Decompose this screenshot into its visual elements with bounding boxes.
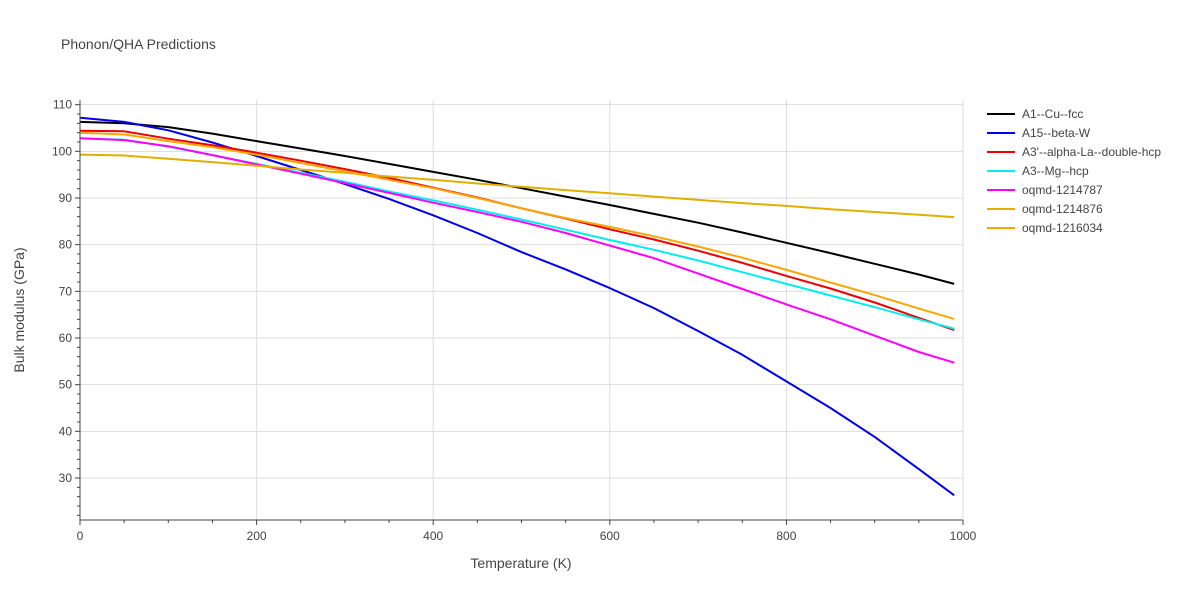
x-tick-label: 1000 xyxy=(950,529,977,543)
series-line-1 xyxy=(79,116,955,497)
y-tick-label: 30 xyxy=(59,471,73,485)
legend-label-3[interactable]: A3--Mg--hcp xyxy=(1022,164,1089,178)
chart-title: Phonon/QHA Predictions xyxy=(61,36,216,52)
legend-label-2[interactable]: A3'--alpha-La--double-hcp xyxy=(1022,145,1161,159)
y-axis-title: Bulk modulus (GPa) xyxy=(11,247,27,372)
x-tick-label: 200 xyxy=(247,529,267,543)
x-tick-label: 800 xyxy=(776,529,796,543)
legend-label-4[interactable]: oqmd-1214787 xyxy=(1022,183,1103,197)
y-tick-label: 90 xyxy=(59,191,73,205)
series-line-5 xyxy=(79,153,955,219)
series-line-6 xyxy=(79,131,955,320)
legend: A1--Cu--fcc A15--beta-W A3'--alpha-La--dou… xyxy=(987,107,1161,235)
y-tick-label: 100 xyxy=(52,144,72,158)
y-tick-label: 40 xyxy=(59,424,73,438)
y-tick-label: 70 xyxy=(59,284,73,298)
y-tick-label: 80 xyxy=(59,238,73,252)
x-tick-label: 400 xyxy=(423,529,443,543)
y-tick-label: 50 xyxy=(59,378,73,392)
x-tick-label: 0 xyxy=(77,529,84,543)
legend-label-6[interactable]: oqmd-1216034 xyxy=(1022,221,1103,235)
series-layer xyxy=(79,116,955,497)
axes: 0 200 400 600 800 1000 30 40 50 60 70 80 90 100 110 xyxy=(52,98,977,543)
legend-label-1[interactable]: A15--beta-W xyxy=(1022,126,1091,140)
series-line-3 xyxy=(79,137,955,330)
series-line-2 xyxy=(79,129,955,332)
y-tick-label: 110 xyxy=(53,98,72,112)
series-line-4 xyxy=(79,137,955,364)
grid xyxy=(80,100,964,520)
x-axis-title: Temperature (K) xyxy=(470,555,571,571)
series-line-0 xyxy=(79,120,955,285)
legend-label-5[interactable]: oqmd-1214876 xyxy=(1022,202,1103,216)
legend-label-0[interactable]: A1--Cu--fcc xyxy=(1022,107,1083,121)
x-tick-label: 600 xyxy=(600,529,620,543)
y-tick-label: 60 xyxy=(59,331,73,345)
